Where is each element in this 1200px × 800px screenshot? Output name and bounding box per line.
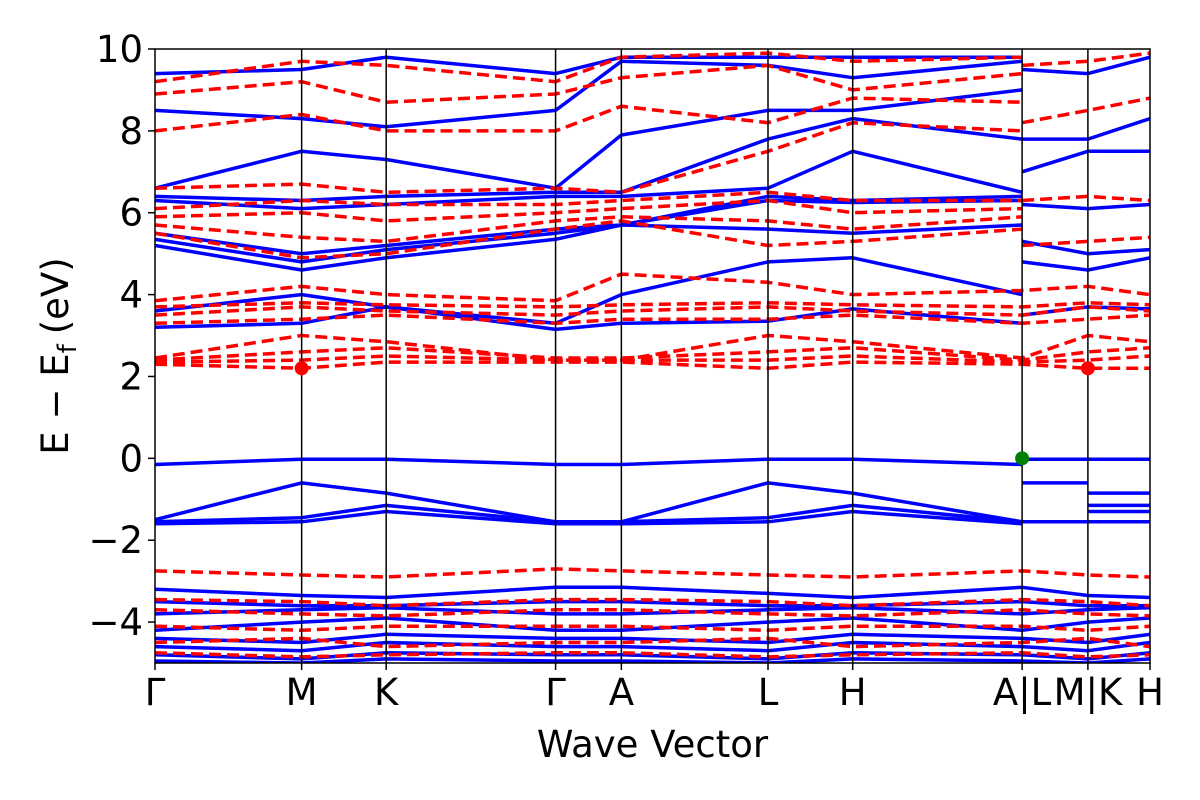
solid-band-line xyxy=(155,55,1023,76)
band-edge-markers-group xyxy=(294,361,1095,466)
x-tick-label: A|L xyxy=(993,671,1052,714)
x-axis-ticks-group: Γ M K Γ A L H A|L M|K H xyxy=(145,663,1164,714)
dashed-band-line xyxy=(155,63,1023,104)
y-tick-label: 2 xyxy=(119,355,143,398)
x-tick-label: K xyxy=(374,671,400,714)
dashed-band-line xyxy=(155,120,1023,195)
x-tick-label: H xyxy=(1136,671,1164,714)
y-axis-title: E − Ef (eV) xyxy=(34,257,83,454)
x-tick-label: M xyxy=(286,671,318,714)
x-tick-label: Γ xyxy=(545,671,566,714)
solid-band-line xyxy=(155,616,1150,633)
solid-band-line xyxy=(1021,202,1150,211)
plot-frame xyxy=(154,48,1151,664)
solid-band-line xyxy=(1022,116,1150,141)
y-tick-label: −4 xyxy=(88,601,143,644)
vbm-marker xyxy=(1015,451,1030,466)
x-tick-label: A xyxy=(609,671,634,714)
x-tick-label: M|K xyxy=(1054,671,1124,714)
dashed-band-line xyxy=(155,190,1023,211)
y-tick-label: 8 xyxy=(119,110,143,153)
band-lines-group xyxy=(155,51,1150,663)
solid-band-line xyxy=(155,256,1023,326)
dashed-band-line xyxy=(155,333,1150,362)
y-tick-label: 4 xyxy=(119,274,143,317)
solid-band-line xyxy=(155,640,1150,653)
high-symmetry-lines-group xyxy=(300,49,1089,663)
x-axis-title: Wave Vector xyxy=(537,723,769,766)
dashed-band-line xyxy=(155,96,1023,133)
y-axis-title-unit: (eV) xyxy=(34,257,77,334)
solid-band-line xyxy=(155,599,1150,608)
dashed-band-line xyxy=(1021,96,1150,125)
dashed-band-line xyxy=(155,346,1150,362)
solid-band-line xyxy=(155,116,1023,203)
dashed-band-line xyxy=(155,636,1150,649)
solid-band-line xyxy=(155,509,1023,526)
dashed-band-line xyxy=(155,651,1150,659)
dashed-band-line xyxy=(155,624,1150,633)
y-tick-label: 10 xyxy=(96,28,143,71)
dashed-band-line xyxy=(1021,235,1150,248)
solid-band-line xyxy=(155,457,1023,467)
dashed-band-line xyxy=(155,313,1150,326)
solid-band-line xyxy=(155,585,1150,600)
x-tick-label: H xyxy=(839,671,867,714)
dashed-band-line xyxy=(155,198,1023,223)
x-tick-label: L xyxy=(758,671,779,714)
dashed-band-line xyxy=(155,215,1023,244)
solid-band-line xyxy=(155,149,1023,211)
y-tick-label: 6 xyxy=(119,192,143,235)
y-tick-label: −2 xyxy=(88,519,143,562)
dashed-band-line xyxy=(155,272,1150,303)
dashed-band-line xyxy=(155,567,1150,579)
y-tick-label: 0 xyxy=(119,437,143,480)
y-axis-title-subscript: f xyxy=(53,343,83,353)
solid-band-line xyxy=(1021,256,1150,272)
y-axis-title-main: E − E xyxy=(34,353,77,454)
dashed-band-line xyxy=(155,51,1023,84)
dashed-band-line xyxy=(155,597,1150,608)
dashed-band-line xyxy=(155,360,1150,371)
dashed-band-line xyxy=(155,305,1150,317)
dashed-band-line xyxy=(155,608,1150,618)
solid-band-line xyxy=(155,223,1023,272)
solid-band-line xyxy=(155,88,1023,190)
x-tick-label: Γ xyxy=(145,671,166,714)
cbm-marker xyxy=(294,361,309,376)
dashed-band-line xyxy=(155,301,1150,309)
dashed-band-line xyxy=(155,219,1023,260)
cbm-marker xyxy=(1080,361,1095,376)
dashed-band-line xyxy=(1021,194,1150,203)
y-axis-ticks-group: −4 −2 0 2 4 6 8 10 xyxy=(88,28,155,644)
dashed-band-line xyxy=(155,354,1150,364)
solid-band-line xyxy=(155,503,1023,524)
solid-band-line xyxy=(155,657,1150,663)
solid-band-line xyxy=(1021,149,1150,174)
solid-band-line xyxy=(155,198,1023,264)
